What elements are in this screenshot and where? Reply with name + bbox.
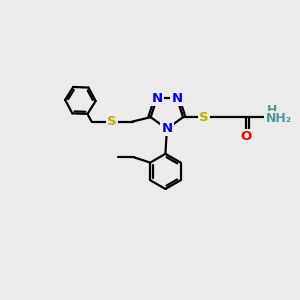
Text: NH₂: NH₂ bbox=[266, 112, 292, 125]
Text: O: O bbox=[241, 130, 252, 143]
Text: H: H bbox=[267, 104, 277, 117]
Text: N: N bbox=[171, 92, 182, 105]
Text: N: N bbox=[151, 92, 163, 105]
Text: S: S bbox=[107, 115, 117, 128]
Text: N: N bbox=[161, 122, 172, 135]
Text: S: S bbox=[199, 111, 209, 124]
